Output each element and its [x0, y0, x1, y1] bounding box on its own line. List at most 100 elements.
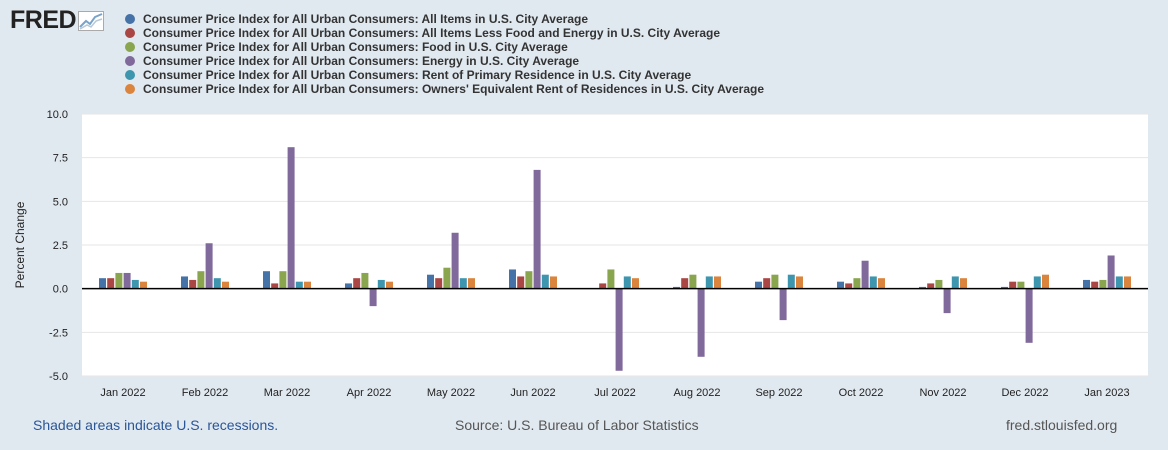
legend-item[interactable]: Consumer Price Index for All Urban Consu…	[125, 40, 764, 54]
axes: 10.0 7.5 5.0 2.5 0.0 -2.5 -5.0 Percent Change Ja…	[13, 109, 1148, 399]
x-tick-label: Jul 2022	[594, 387, 636, 399]
site-link[interactable]: fred.stlouisfed.org	[1006, 417, 1118, 433]
legend-swatch	[125, 28, 135, 38]
bar	[443, 267, 451, 289]
bar	[123, 272, 131, 289]
legend-label: Consumer Price Index for All Urban Consu…	[143, 26, 721, 40]
legend-item[interactable]: Consumer Price Index for All Urban Consu…	[125, 54, 764, 68]
legend-label: Consumer Price Index for All Urban Consu…	[143, 12, 588, 26]
bar	[779, 288, 787, 321]
bar	[943, 288, 951, 314]
bar	[427, 274, 434, 289]
y-tick-label: 7.5	[53, 153, 68, 165]
bar	[1042, 274, 1049, 289]
bar	[263, 271, 270, 289]
bar	[689, 274, 697, 289]
bar	[468, 278, 475, 289]
bar	[1124, 276, 1131, 289]
x-tick-label: Apr 2022	[347, 387, 392, 399]
bar	[353, 278, 361, 289]
bar	[705, 276, 713, 289]
y-tick-label: 0.0	[53, 284, 68, 296]
bar	[222, 281, 229, 289]
x-tick-label: Jan 2023	[1084, 387, 1129, 399]
bar	[599, 283, 607, 289]
bar	[386, 281, 393, 289]
bar	[697, 288, 705, 357]
y-tick-label: -5.0	[49, 371, 68, 383]
bar	[115, 272, 123, 289]
bar	[271, 283, 279, 289]
x-tick-label: Oct 2022	[839, 387, 884, 399]
legend-swatch	[125, 70, 135, 80]
legend-label: Consumer Price Index for All Urban Consu…	[143, 68, 692, 82]
legend-swatch	[125, 42, 135, 52]
bar	[861, 260, 869, 289]
bar	[205, 243, 213, 289]
x-tick-label: Mar 2022	[264, 387, 310, 399]
bar	[623, 276, 631, 289]
bar	[607, 269, 615, 289]
source-note: Source: U.S. Bureau of Labor Statistics	[455, 417, 699, 433]
x-tick-label: Sep 2022	[755, 387, 802, 399]
grid-lines	[82, 113, 1148, 377]
x-tick-label: Aug 2022	[673, 387, 720, 399]
bar	[796, 276, 803, 289]
legend-swatch	[125, 14, 135, 24]
bar	[525, 271, 533, 289]
bar	[632, 278, 639, 289]
bar	[837, 281, 844, 289]
chart-legend: Consumer Price Index for All Urban Consu…	[125, 12, 764, 96]
bar	[279, 271, 287, 289]
legend-label: Consumer Price Index for All Urban Consu…	[143, 40, 568, 54]
y-tick-label: 2.5	[53, 240, 68, 252]
bar	[435, 278, 443, 289]
bar	[295, 281, 303, 289]
bar	[1083, 279, 1090, 289]
bar	[550, 276, 557, 289]
fred-graph-icon	[78, 10, 105, 31]
legend-item[interactable]: Consumer Price Index for All Urban Consu…	[125, 26, 764, 40]
y-tick-label: 10.0	[47, 109, 68, 121]
bar	[845, 283, 853, 289]
bar	[787, 274, 795, 289]
bar	[673, 286, 680, 289]
x-tick-label: Feb 2022	[182, 387, 228, 399]
legend-label: Consumer Price Index for All Urban Consu…	[143, 54, 580, 68]
legend-item[interactable]: Consumer Price Index for All Urban Consu…	[125, 12, 764, 26]
bar	[615, 288, 623, 371]
recessions-note: Shaded areas indicate U.S. recessions.	[33, 417, 279, 433]
bar	[1017, 281, 1025, 289]
bar	[213, 278, 221, 289]
legend-item[interactable]: Consumer Price Index for All Urban Consu…	[125, 68, 764, 82]
legend-item[interactable]: Consumer Price Index for All Urban Consu…	[125, 82, 764, 96]
bars	[99, 147, 1131, 371]
bar	[189, 279, 197, 289]
bar	[131, 279, 139, 289]
bar	[1009, 281, 1017, 289]
fred-logo[interactable]: FRED	[10, 8, 105, 33]
bar	[960, 278, 967, 289]
bar	[181, 276, 188, 289]
bar	[853, 278, 861, 289]
bar	[140, 281, 147, 289]
x-tick-label: Jun 2022	[510, 387, 555, 399]
bar	[361, 272, 369, 289]
legend-swatch	[125, 56, 135, 66]
bar	[107, 278, 115, 289]
bar	[927, 283, 935, 289]
y-axis-title: Percent Change	[13, 201, 27, 288]
legend-label: Consumer Price Index for All Urban Consu…	[143, 82, 765, 96]
bar	[935, 279, 943, 289]
legend-swatch	[125, 84, 135, 94]
bar	[1099, 279, 1107, 289]
bar	[517, 276, 525, 289]
bar	[197, 271, 205, 289]
x-tick-label: Dec 2022	[1001, 387, 1048, 399]
bar	[369, 288, 377, 307]
bar	[99, 278, 106, 289]
bar	[755, 281, 762, 289]
bar	[951, 276, 959, 289]
bar	[377, 279, 385, 289]
